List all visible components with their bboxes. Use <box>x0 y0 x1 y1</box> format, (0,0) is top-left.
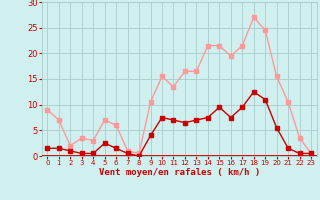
X-axis label: Vent moyen/en rafales ( km/h ): Vent moyen/en rafales ( km/h ) <box>99 168 260 177</box>
